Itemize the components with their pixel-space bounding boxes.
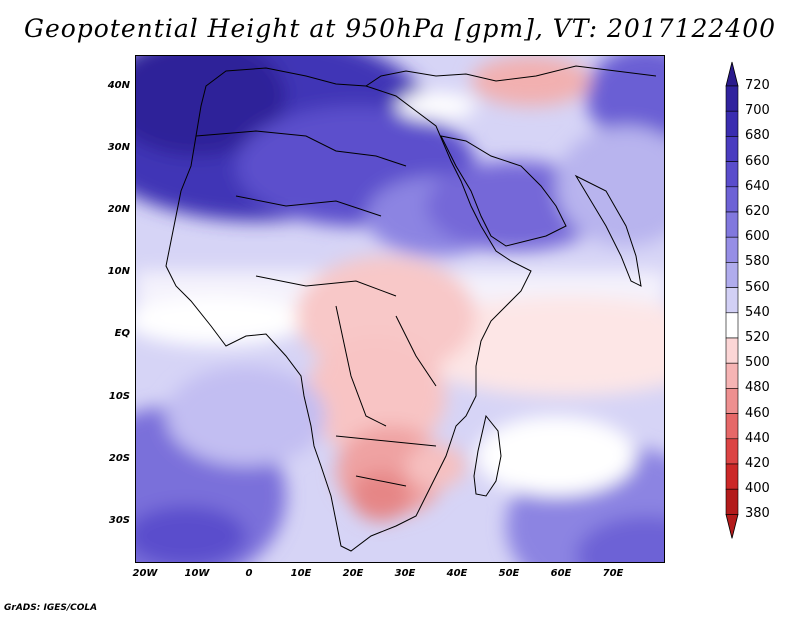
- colorbar-level-label: 400: [745, 481, 770, 497]
- colorbar: [725, 61, 739, 539]
- height-field-map: [136, 56, 664, 562]
- colorbar-level-label: 680: [745, 128, 770, 144]
- colorbar-swatch: [725, 488, 739, 515]
- colorbar-level-label: 720: [745, 78, 770, 93]
- colorbar-swatch: [725, 463, 739, 490]
- colorbar-bottom-arrow: [725, 513, 739, 539]
- colorbar-level-label: 560: [745, 279, 770, 295]
- colorbar-level-label: 580: [745, 254, 770, 270]
- india-coastline: [574, 174, 642, 287]
- lat-tick-label: 10S: [108, 391, 130, 402]
- colorbar-level-label: 540: [745, 304, 770, 320]
- lon-tick-label: 10W: [184, 568, 210, 579]
- lat-tick-label: 30N: [107, 142, 130, 153]
- colorbar-level-label: 660: [745, 153, 770, 169]
- colorbar-top-arrow: [725, 61, 739, 87]
- colorbar-swatch: [725, 337, 739, 364]
- colorbar-swatch: [725, 438, 739, 465]
- colorbar-swatch: [725, 136, 739, 162]
- lat-tick-label: EQ: [114, 328, 130, 339]
- lon-tick-label: 30E: [394, 568, 416, 579]
- colorbar-level-label: 600: [745, 229, 770, 245]
- footer-credit: GrADS: IGES/COLA: [4, 603, 98, 613]
- lon-tick-label: 60E: [550, 568, 572, 579]
- madagascar-coastline: [473, 414, 502, 497]
- colorbar-level-label: 440: [745, 430, 770, 446]
- colorbar-level-label: 640: [745, 178, 770, 194]
- lat-tick-label: 20S: [108, 453, 130, 464]
- colorbar-level-label: 460: [745, 405, 770, 421]
- colorbar-level-label: 380: [745, 506, 770, 522]
- colorbar-swatch: [725, 388, 739, 414]
- colorbar-swatch: [725, 312, 739, 339]
- lon-tick-label: 50E: [498, 568, 520, 579]
- lon-tick-label: 20E: [342, 568, 364, 579]
- coastlines: [165, 65, 657, 552]
- eurasia-coastline: [365, 65, 657, 87]
- map-panel: [135, 55, 665, 563]
- colorbar-level-label: 500: [745, 355, 770, 371]
- lon-tick-label: 20W: [132, 568, 158, 579]
- colorbar-swatch: [725, 85, 739, 112]
- colorbar-swatch: [725, 236, 739, 263]
- lat-tick-label: 40N: [107, 80, 130, 91]
- colorbar-swatch: [725, 161, 739, 188]
- colorbar-level-label: 480: [745, 380, 770, 396]
- colorbar-level-label: 700: [745, 103, 770, 119]
- colorbar-swatch: [725, 211, 739, 238]
- arabia-coastline: [440, 135, 567, 247]
- colorbar-swatch: [725, 362, 739, 389]
- colorbar-swatch: [725, 413, 739, 440]
- colorbar-level-label: 520: [745, 330, 770, 345]
- colorbar-level-label: 420: [745, 456, 770, 471]
- africa-coastline: [165, 67, 532, 552]
- lat-tick-label: 10N: [107, 266, 130, 277]
- lat-tick-label: 20N: [107, 204, 130, 215]
- country-borders: [195, 130, 437, 487]
- colorbar-swatch: [725, 186, 739, 213]
- colorbar-level-label: 620: [745, 204, 770, 219]
- lon-tick-label: 10E: [290, 568, 312, 579]
- chart-title: Geopotential Height at 950hPa [gpm], VT:…: [23, 14, 777, 43]
- lat-tick-label: 30S: [108, 515, 130, 526]
- colorbar-swatch: [725, 262, 739, 288]
- lon-tick-label: 0: [245, 568, 253, 579]
- colorbar-swatch: [725, 110, 739, 137]
- lon-tick-label: 40E: [446, 568, 468, 579]
- colorbar-swatch: [725, 287, 739, 314]
- lon-tick-label: 70E: [602, 568, 624, 579]
